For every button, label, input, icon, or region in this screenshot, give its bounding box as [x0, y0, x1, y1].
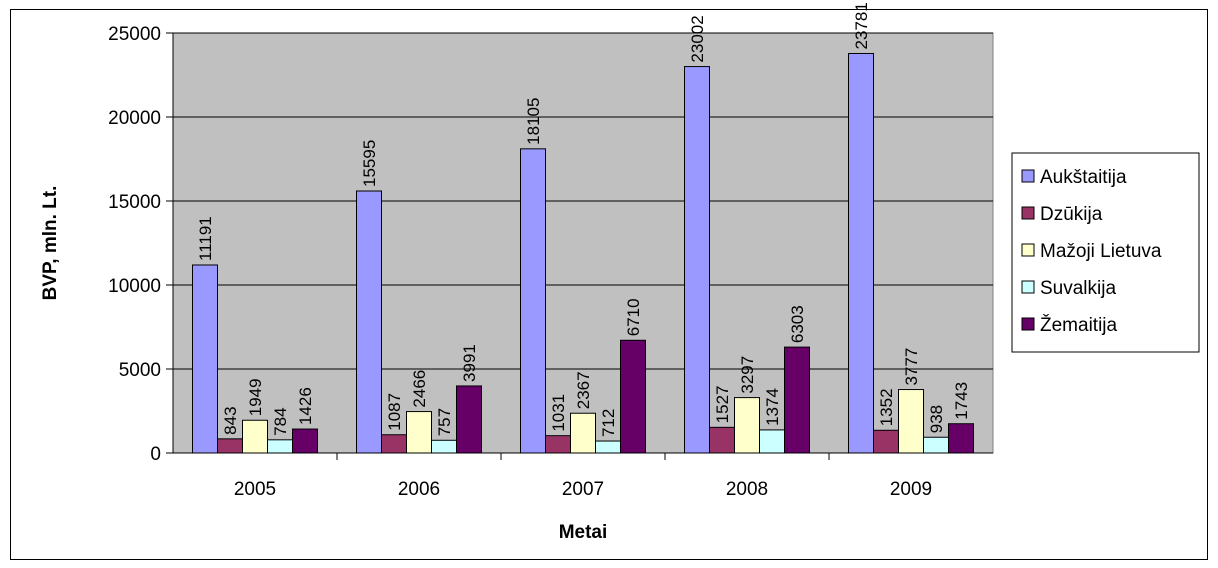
bars [192, 52, 974, 454]
data-label: 23002 [688, 15, 707, 62]
bar [381, 434, 407, 454]
data-label: 784 [271, 407, 290, 435]
y-tick-label: 15000 [108, 192, 161, 213]
bar [406, 411, 432, 454]
bar [848, 52, 874, 454]
data-label: 1087 [385, 393, 404, 431]
data-label: 1031 [549, 394, 568, 432]
y-tick-label: 0 [150, 444, 161, 465]
bar [356, 190, 382, 454]
data-label: 3297 [738, 356, 757, 394]
data-label: 2367 [574, 371, 593, 409]
bar [898, 389, 924, 454]
bar [784, 346, 810, 454]
y-tick-label: 10000 [108, 276, 161, 297]
x-tick-label: 2009 [890, 479, 932, 500]
data-label: 712 [599, 409, 618, 437]
y-tick-label: 5000 [119, 360, 161, 381]
y-tick-label: 25000 [108, 24, 161, 45]
data-label: 6710 [624, 298, 643, 336]
bar [709, 426, 735, 454]
bar [217, 438, 243, 454]
bar [734, 397, 760, 454]
bar [873, 429, 899, 454]
axes: 0 5000 10000 15000 20000 25000 2005 2006 2007 200… [108, 24, 993, 500]
data-label: 1352 [877, 388, 896, 426]
bar [948, 423, 974, 454]
legend-entry: Aukštaitija [1040, 167, 1127, 188]
data-labels: 11191 843 1949 784 1426 15595 1087 2466 757 3991 1… [196, 2, 971, 437]
bar [431, 439, 457, 454]
legend-swatch [1021, 317, 1035, 331]
data-label: 938 [927, 405, 946, 433]
x-axis-title: Metai [559, 522, 608, 543]
legend-box [1011, 152, 1200, 353]
data-label: 18105 [524, 98, 543, 145]
x-tick-label: 2005 [234, 479, 276, 500]
data-label: 23781 [852, 2, 871, 49]
legend: Aukštaitija Dzūkija Mažoji Lietuva Suvalkij… [1011, 152, 1200, 353]
data-label: 3777 [902, 348, 921, 386]
data-label: 757 [435, 408, 454, 436]
data-label: 2466 [410, 370, 429, 408]
x-tick-label: 2006 [398, 479, 440, 500]
data-label: 1527 [713, 386, 732, 424]
legend-entry: Dzūkija [1040, 204, 1103, 225]
bar [267, 439, 293, 454]
data-label: 3991 [460, 344, 479, 382]
bar [570, 412, 596, 454]
x-tick-label: 2008 [726, 479, 768, 500]
bar [192, 264, 218, 454]
y-tick-label: 20000 [108, 108, 161, 129]
bar [545, 435, 571, 454]
bar [595, 440, 621, 454]
legend-entry: Suvalkija [1040, 278, 1116, 299]
data-label: 15595 [360, 140, 379, 187]
data-label: 1426 [296, 387, 315, 425]
legend-swatch [1021, 280, 1035, 294]
x-tick-label: 2007 [562, 479, 604, 500]
data-label: 1949 [246, 378, 265, 416]
bar [456, 385, 482, 454]
bar [620, 339, 646, 454]
bar [684, 66, 710, 454]
bar [292, 428, 318, 454]
bar [759, 429, 785, 454]
bar [242, 419, 268, 454]
data-label: 1374 [763, 388, 782, 426]
bar [520, 148, 546, 454]
data-label: 1743 [952, 382, 971, 420]
y-axis-title: BVP, mln. Lt. [40, 186, 61, 301]
bar [923, 436, 949, 454]
legend-swatch [1021, 243, 1035, 257]
legend-entry: Mažoji Lietuva [1040, 241, 1162, 262]
data-label: 11191 [196, 216, 215, 261]
legend-entry: Žemaitija [1040, 314, 1118, 336]
legend-swatch [1021, 169, 1035, 183]
data-label: 6303 [788, 305, 807, 343]
data-label: 843 [221, 406, 240, 434]
legend-swatch [1021, 206, 1035, 220]
